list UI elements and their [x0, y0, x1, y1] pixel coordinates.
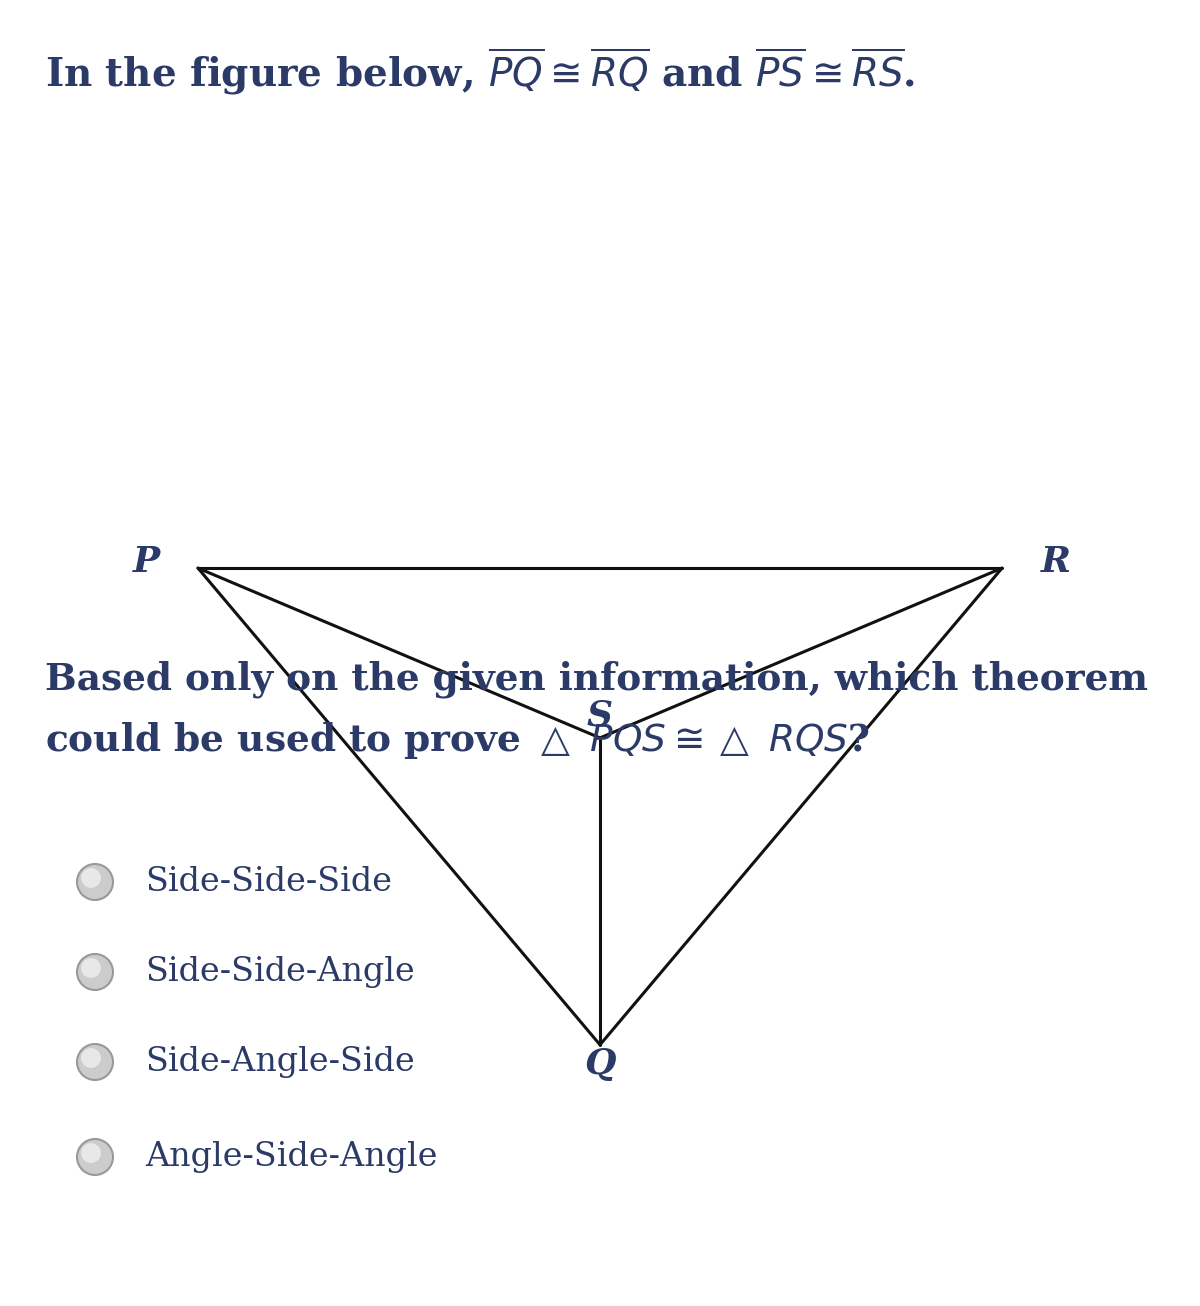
Circle shape: [77, 1139, 113, 1175]
Text: R: R: [1040, 545, 1070, 579]
Text: Side-Side-Angle: Side-Side-Angle: [145, 956, 415, 989]
Text: P: P: [132, 545, 160, 579]
Text: Based only on the given information, which theorem: Based only on the given information, whi…: [46, 660, 1148, 697]
Circle shape: [77, 865, 113, 900]
Circle shape: [82, 1049, 101, 1068]
Text: could be used to prove $\triangle$ $PQS \cong\triangle$ $RQS$?: could be used to prove $\triangle$ $PQS …: [46, 720, 870, 761]
Circle shape: [82, 868, 101, 888]
Text: Angle-Side-Angle: Angle-Side-Angle: [145, 1141, 438, 1173]
Text: Side-Side-Side: Side-Side-Side: [145, 866, 392, 899]
Text: Q: Q: [584, 1047, 616, 1081]
Circle shape: [77, 1043, 113, 1080]
Circle shape: [77, 953, 113, 990]
Text: In the figure below, $\overline{PQ} \cong \overline{RQ}$ and $\overline{PS} \con: In the figure below, $\overline{PQ} \con…: [46, 44, 916, 97]
Text: S: S: [587, 699, 613, 733]
Circle shape: [82, 959, 101, 978]
Circle shape: [82, 1143, 101, 1162]
Text: Side-Angle-Side: Side-Angle-Side: [145, 1046, 415, 1077]
